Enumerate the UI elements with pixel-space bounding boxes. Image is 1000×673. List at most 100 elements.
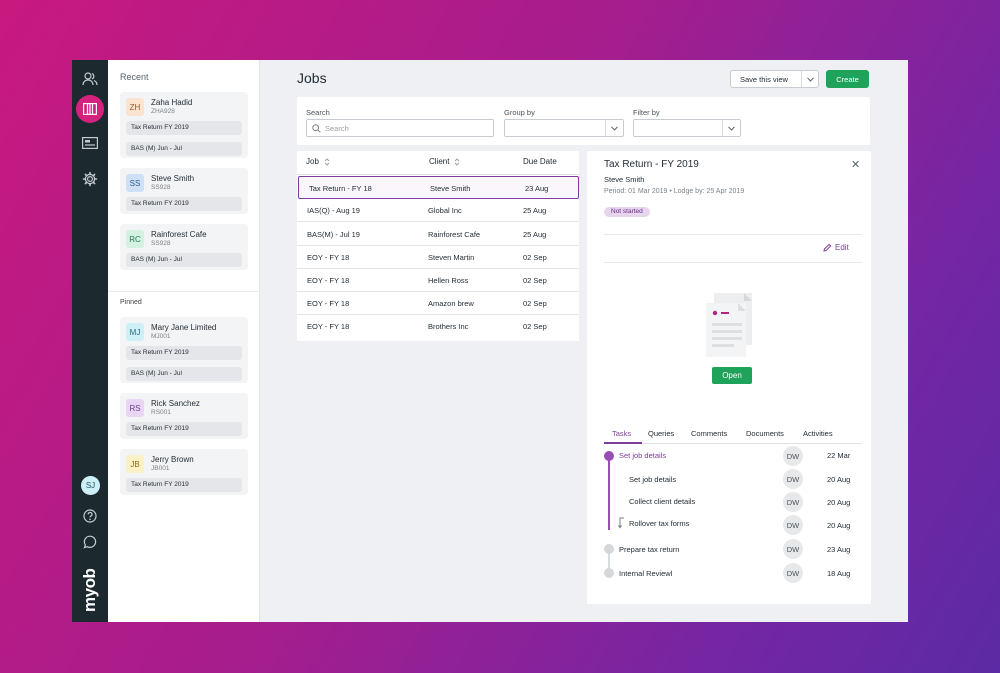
edit-button[interactable]: Edit [823, 243, 849, 252]
save-view-label[interactable]: Save this view [740, 74, 788, 84]
help-icon[interactable] [77, 503, 103, 529]
tab-activities[interactable]: Activities [803, 429, 833, 438]
column-label: Job [306, 157, 319, 166]
client-avatar: ZH [126, 98, 144, 116]
assignee-avatar[interactable]: DW [783, 563, 803, 583]
table-row[interactable]: EOY - FY 18 Brothers Inc 02 Sep [297, 315, 579, 338]
job-chip[interactable]: Tax Return FY 2019 [126, 121, 242, 135]
sort-icon[interactable] [324, 157, 330, 166]
subtask-arrow-icon [617, 517, 624, 529]
job-chip[interactable]: BAS (M) Jun - Jul [126, 367, 242, 381]
main-area: Jobs Save this view Create Search Search… [260, 60, 908, 622]
job-cell: EOY - FY 18 [307, 322, 350, 331]
divider [604, 262, 862, 263]
filter-by-select[interactable] [633, 119, 741, 137]
due-cell: 25 Aug [523, 230, 547, 239]
task-label[interactable]: Rollover tax forms [629, 519, 690, 528]
job-cell: EOY - FY 18 [307, 276, 350, 285]
sidebar-divider [108, 291, 260, 292]
filter-bar: Search Search Group by Filter by [297, 97, 870, 145]
client-card[interactable]: MJ Mary Jane Limited MJ001 Tax Return FY… [120, 317, 248, 383]
assignee-avatar[interactable]: DW [783, 539, 803, 559]
table-row[interactable]: IAS(Q) - Aug 19 Global Inc 25 Aug [297, 199, 579, 222]
edit-label[interactable]: Edit [835, 243, 849, 252]
app-window: SJ myob Recent ZH Zaha Hadid ZHA928 Tax … [72, 60, 908, 622]
task-status-dot [604, 568, 614, 578]
table-row[interactable]: EOY - FY 18 Steven Martin 02 Sep [297, 246, 579, 269]
close-icon[interactable]: ✕ [851, 159, 861, 171]
detail-tabs: Tasks Queries Comments Documents Activit… [604, 427, 862, 444]
task-date: 20 Aug [827, 521, 851, 530]
client-name: Rainforest Cafe [151, 230, 207, 239]
job-chip[interactable]: Tax Return FY 2019 [126, 346, 242, 360]
table-row[interactable]: BAS(M) - Jul 19 Rainforest Cafe 25 Aug [297, 223, 579, 246]
task-timeline [608, 549, 610, 571]
tab-documents[interactable]: Documents [746, 429, 784, 438]
assignee-avatar[interactable]: DW [783, 515, 803, 535]
client-card[interactable]: SS Steve Smith SS928 Tax Return FY 2019 [120, 168, 248, 214]
assignee-avatar[interactable]: DW [783, 446, 803, 466]
client-name: Steve Smith [151, 174, 195, 183]
job-chip[interactable]: BAS (M) Jun - Jul [126, 142, 242, 156]
chat-icon[interactable] [77, 529, 103, 555]
client-card[interactable]: RC Rainforest Cafe SS928 BAS (M) Jun - J… [120, 224, 248, 270]
table-row[interactable]: EOY - FY 18 Amazon brew 02 Sep [297, 292, 579, 315]
people-icon[interactable] [77, 66, 103, 92]
group-by-select[interactable] [504, 119, 624, 137]
job-chip[interactable]: Tax Return FY 2019 [126, 478, 242, 492]
job-detail-panel: Tax Return - FY 2019 ✕ Steve Smith Perio… [587, 151, 871, 604]
task-label[interactable]: Prepare tax return [619, 545, 680, 554]
chevron-down-icon[interactable] [722, 120, 740, 136]
client-cell: Hellen Ross [428, 276, 469, 285]
table-row[interactable]: Tax Return - FY 18 Steve Smith 23 Aug [298, 176, 579, 199]
save-view-button[interactable]: Save this view [730, 70, 819, 88]
myob-logo: myob [80, 568, 99, 612]
due-cell: 02 Sep [523, 253, 547, 262]
client-code: MJ001 [151, 333, 171, 340]
column-header-job[interactable]: Job [306, 157, 330, 166]
chevron-down-icon[interactable] [801, 71, 818, 87]
search-input[interactable]: Search [306, 119, 494, 137]
task-label[interactable]: Internal Reviewl [619, 569, 673, 578]
job-chip[interactable]: Tax Return FY 2019 [126, 197, 242, 211]
job-cell: BAS(M) - Jul 19 [307, 230, 360, 239]
job-chip[interactable]: Tax Return FY 2019 [126, 422, 242, 436]
assignee-avatar[interactable]: DW [783, 469, 803, 489]
document-illustration-icon [706, 293, 752, 357]
tab-comments[interactable]: Comments [691, 429, 728, 438]
search-icon [312, 124, 321, 133]
column-header-due-date[interactable]: Due Date [523, 157, 557, 166]
dashboard-icon[interactable] [77, 130, 103, 156]
task-status-dot [604, 544, 614, 554]
user-avatar[interactable]: SJ [81, 476, 100, 495]
create-button[interactable]: Create [826, 70, 869, 88]
task-label[interactable]: Set job details [629, 475, 677, 484]
client-name: Rick Sanchez [151, 399, 200, 408]
sort-icon[interactable] [454, 157, 460, 166]
gear-icon[interactable] [77, 166, 103, 192]
chevron-down-icon[interactable] [605, 120, 623, 136]
client-card[interactable]: ZH Zaha Hadid ZHA928 Tax Return FY 2019 … [120, 92, 248, 158]
client-code: JB001 [151, 465, 170, 472]
column-header-client[interactable]: Client [429, 157, 460, 166]
job-chip[interactable]: BAS (M) Jun - Jul [126, 253, 242, 267]
client-sidebar: Recent ZH Zaha Hadid ZHA928 Tax Return F… [108, 60, 260, 622]
job-cell: IAS(Q) - Aug 19 [307, 206, 360, 215]
tab-tasks[interactable]: Tasks [612, 429, 632, 438]
jobs-icon[interactable] [76, 95, 104, 123]
table-row[interactable]: EOY - FY 18 Hellen Ross 02 Sep [297, 269, 579, 292]
client-name: Mary Jane Limited [151, 323, 217, 332]
open-button[interactable]: Open [712, 367, 752, 384]
task-timeline [608, 456, 610, 530]
task-label[interactable]: Collect client details [629, 497, 696, 506]
column-label: Due Date [523, 157, 557, 166]
task-label[interactable]: Set job details [619, 451, 667, 460]
assignee-avatar[interactable]: DW [783, 492, 803, 512]
tab-queries[interactable]: Queries [648, 429, 675, 438]
client-code: SS928 [151, 240, 171, 247]
client-card[interactable]: JB Jerry Brown JB001 Tax Return FY 2019 [120, 449, 248, 495]
detail-title: Tax Return - FY 2019 [604, 159, 699, 170]
table-header-divider [297, 174, 579, 175]
client-card[interactable]: RS Rick Sanchez RS001 Tax Return FY 2019 [120, 393, 248, 439]
client-avatar: MJ [126, 323, 144, 341]
